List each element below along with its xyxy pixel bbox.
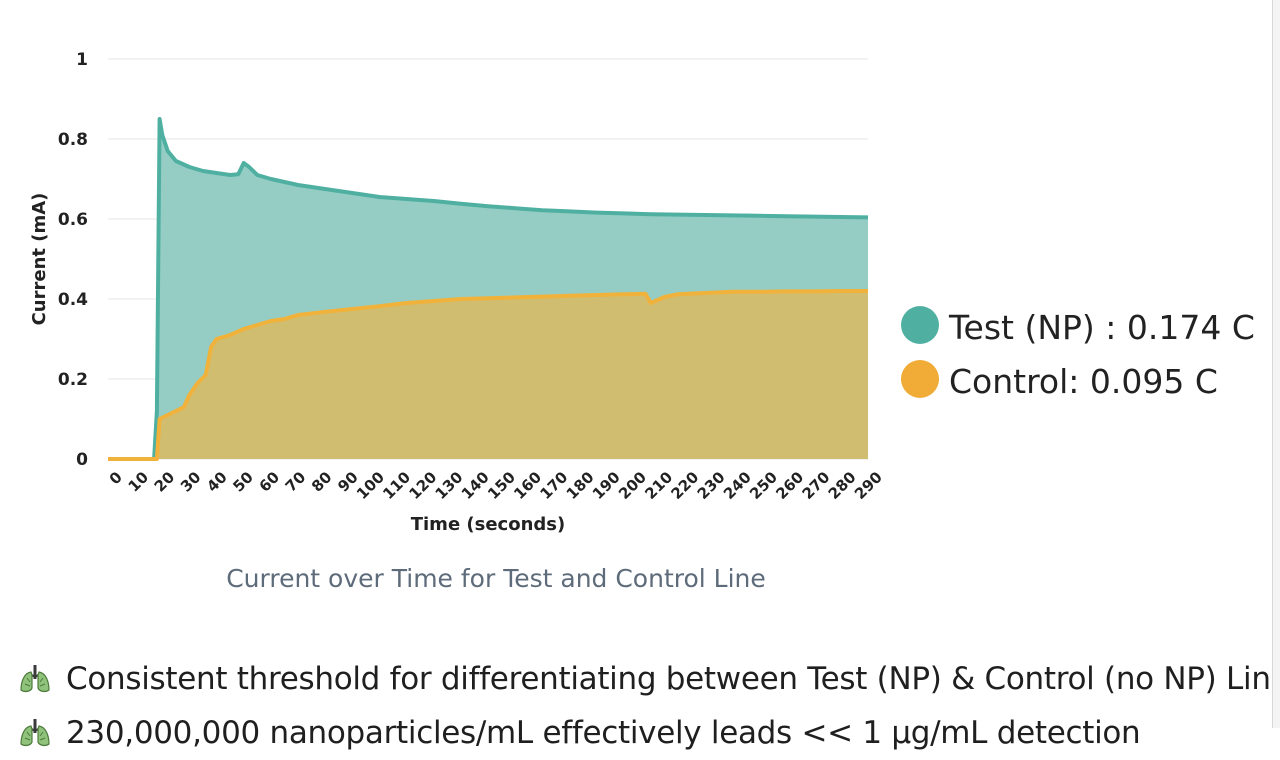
chart: 00.20.40.60.81 0102030405060708090100110… — [29, 50, 1255, 593]
y-tick-label: 0.6 — [58, 210, 88, 230]
x-tick-label: 20 — [151, 468, 178, 495]
x-tick-label: 40 — [203, 468, 230, 495]
x-tick-labels: 0102030405060708090100110120130140150160… — [106, 468, 886, 503]
y-tick-label: 0.8 — [58, 130, 88, 150]
bullet-text: Consistent threshold for differentiating… — [66, 661, 1280, 697]
x-axis-label: Time (seconds) — [411, 514, 566, 535]
x-tick-label: 30 — [177, 468, 204, 495]
y-tick-label: 0 — [76, 450, 88, 470]
control-series-line — [108, 289, 868, 461]
lungs-icon — [20, 719, 50, 747]
y-axis-label: Current (mA) — [29, 193, 50, 326]
chart-lines — [108, 117, 869, 461]
chart-caption: Current over Time for Test and Control L… — [226, 564, 766, 593]
x-tick-label: 10 — [125, 468, 152, 495]
control-series-area — [108, 291, 868, 459]
legend-label-control: Control: 0.095 C — [949, 362, 1218, 401]
x-tick-label: 50 — [229, 468, 256, 495]
bullet-item: 230,000,000 nanoparticles/mL effectively… — [18, 706, 1280, 760]
y-tick-label: 1 — [76, 50, 88, 70]
y-tick-label: 0.2 — [58, 370, 88, 390]
chart-areas — [108, 119, 868, 459]
legend-label-test: Test (NP) : 0.174 C — [948, 308, 1255, 347]
bullet-text: 230,000,000 nanoparticles/mL effectively… — [66, 715, 1141, 751]
lungs-icon — [20, 665, 50, 693]
x-tick-label: 290 — [851, 468, 886, 503]
bullet-item: Consistent threshold for differentiating… — [18, 652, 1280, 706]
legend-marker-test — [901, 306, 939, 344]
window-edge — [1272, 0, 1280, 728]
bullet-list: Consistent threshold for differentiating… — [18, 652, 1280, 760]
x-tick-label: 0 — [106, 468, 126, 488]
y-tick-label: 0.4 — [58, 290, 88, 310]
x-tick-label: 70 — [282, 468, 309, 495]
x-tick-label: 60 — [256, 468, 283, 495]
y-tick-labels: 0 0.2 0.4 0.6 0.8 1 — [58, 50, 88, 470]
test-series-line — [108, 117, 869, 461]
x-tick-label: 80 — [308, 468, 335, 495]
chart-legend: Test (NP) : 0.174 C Control: 0.095 C — [901, 306, 1255, 401]
legend-marker-control — [901, 360, 939, 398]
